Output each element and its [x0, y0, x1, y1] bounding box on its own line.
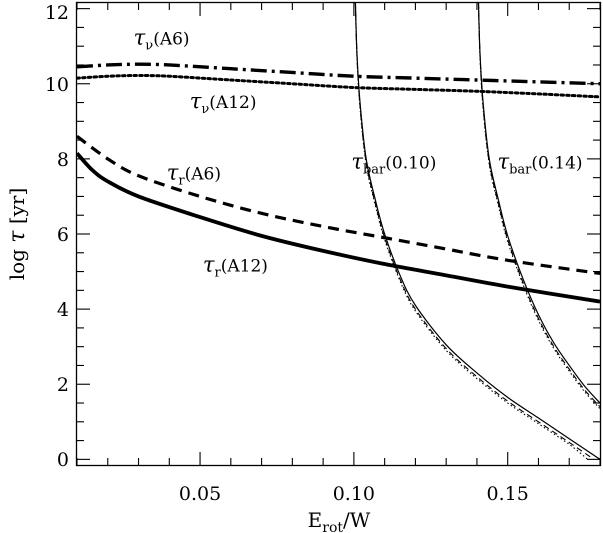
annotation-subscript: ν [201, 102, 209, 117]
x-axis-label-rest: /W [343, 508, 371, 532]
annotation-ann_r_a12: τr(A12) [203, 253, 268, 281]
y-tick-label: 8 [57, 149, 69, 171]
annotation-symbol: τ [203, 253, 215, 277]
x-tick-label: 0.15 [487, 483, 529, 505]
annotation-symbol: τ [497, 149, 509, 173]
annotation-text: (A6) [153, 29, 189, 49]
series-line-tau_r_A6 [77, 135, 600, 276]
annotation-text: (A12) [209, 93, 256, 113]
series-line-tau_bar_014_c [477, 3, 600, 410]
series-line-tau_bar_014_b [477, 3, 600, 408]
annotation-text: (0.10) [385, 153, 436, 173]
series-line-tau_r_A12 [77, 151, 600, 304]
y-axis-label-unit: [yr] [5, 188, 29, 231]
annotation-symbol: τ [190, 89, 202, 113]
series-line-tau_nu_A6 [77, 62, 600, 86]
annotation-ann_r_a6: τr(A6) [167, 161, 221, 189]
plot-frame [75, 1, 602, 467]
annotation-subscript: r [215, 266, 222, 281]
annotation-subscript: r [178, 174, 185, 189]
y-tick-label: 0 [57, 449, 69, 471]
series-line-tau_bar_010_b [354, 3, 595, 460]
annotation-subscript: ν [145, 38, 153, 53]
annotation-layer: τν(A6)τν(A12)τr(A6)τr(A12)τbar(0.10) τbar… [134, 25, 583, 280]
annotation-ann_nu_a6: τν(A6) [134, 25, 190, 53]
annotation-symbol: τ [134, 25, 146, 49]
x-tick-label: 0.10 [333, 483, 375, 505]
annotation-text: (A12) [221, 257, 268, 277]
series-line-tau_nu_A12 [77, 73, 600, 99]
y-axis-label: log τ [yr] [5, 188, 30, 281]
ticks-layer: 0.05 0.10 0.15 0 2 4 6 8 10 12 [45, 2, 601, 505]
annotation-subscript: bar [509, 162, 532, 177]
x-tick-label: 0.05 [179, 483, 221, 505]
y-tick-label: 12 [45, 2, 69, 24]
y-tick-label: 2 [57, 374, 69, 396]
series-layer [77, 3, 600, 460]
y-tick-label: 6 [57, 224, 69, 246]
x-axis-label: Erot/W [308, 508, 371, 533]
annotation-ann_bar_010: τbar(0.10) [351, 149, 436, 177]
annotation-symbol: τ [167, 161, 179, 185]
annotation-subscript: bar [363, 162, 386, 177]
y-tick-label: 10 [45, 74, 69, 96]
annotation-ann_bar_014: τbar(0.14) [497, 149, 582, 177]
x-axis-label-sub: rot [322, 520, 343, 533]
annotation-text: (A6) [185, 165, 221, 185]
y-axis-label-symbol: τ [5, 230, 30, 243]
annotation-ann_nu_a12: τν(A12) [190, 89, 257, 117]
y-tick-label: 4 [57, 299, 69, 321]
annotation-symbol: τ [351, 149, 363, 173]
annotation-text: (0.14) [531, 153, 582, 173]
series-line-tau_bar_010_c [354, 3, 589, 460]
